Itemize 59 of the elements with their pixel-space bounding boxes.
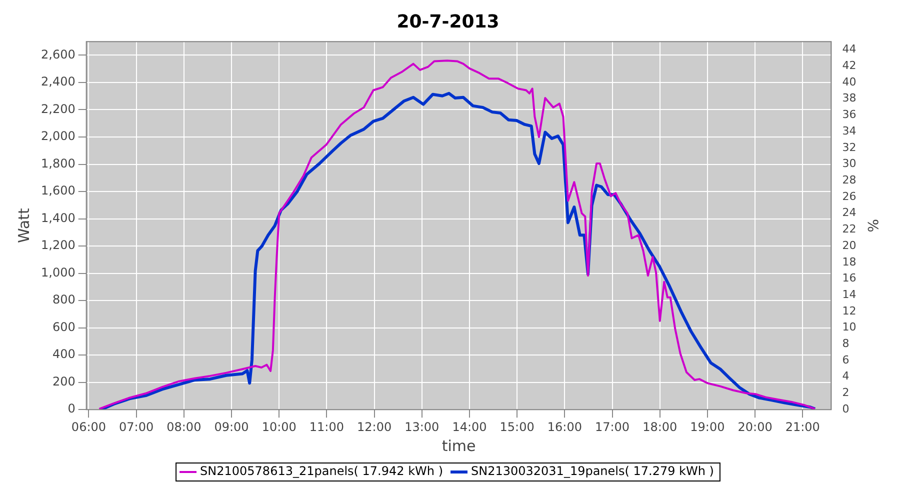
- y-tick-label: 2,400: [40, 74, 76, 89]
- y2-tick-label: 18: [842, 255, 856, 268]
- y-tick-label: 600: [52, 320, 76, 334]
- y2-tick-label: 10: [842, 320, 856, 334]
- y2-tick-label: 6: [842, 353, 850, 366]
- x-tick-label: 08:00: [166, 420, 202, 434]
- y-tick-label: 1,400: [40, 210, 76, 225]
- y2-tick-label: 22: [842, 222, 856, 236]
- x-tick-label: 17:00: [594, 420, 630, 434]
- y-tick-label: 1,000: [40, 265, 76, 280]
- x-tick-label: 15:00: [500, 420, 534, 434]
- x-tick-label: 06:00: [71, 420, 106, 434]
- y2-tick-label: 24: [842, 206, 856, 220]
- y2-tick-label: 38: [842, 92, 856, 105]
- y-tick-label: 800: [52, 292, 76, 307]
- y2-tick-label: 16: [842, 272, 856, 285]
- x-tick-label: 14:00: [452, 420, 487, 434]
- y2-tick-label: 0: [842, 402, 850, 416]
- y-tick-label: 1,800: [40, 156, 76, 170]
- y2-tick-label: 28: [842, 173, 856, 186]
- y2-tick-label: 34: [842, 124, 856, 138]
- y2-tick-label: 30: [842, 157, 856, 170]
- x-tick-label: 18:00: [642, 420, 678, 434]
- y2-tick-label: 14: [842, 288, 856, 301]
- y2-tick-label: 26: [842, 190, 856, 203]
- y-tick-label: 0: [68, 402, 76, 416]
- x-tick-label: 11:00: [309, 420, 344, 434]
- x-axis-title: time: [442, 436, 476, 455]
- x-tick-label: 16:00: [547, 420, 582, 434]
- legend-label: SN2100578613_21panels( 17.942 kWh ): [200, 464, 444, 478]
- y2-tick-label: 20: [842, 238, 856, 252]
- x-tick-label: 19:00: [690, 420, 725, 434]
- x-tick-label: 10:00: [262, 420, 296, 434]
- y2-tick-label: 12: [842, 304, 856, 318]
- y2-tick-label: 32: [842, 140, 856, 154]
- legend-label: SN2130032031_19panels( 17.279 kWh ): [471, 464, 714, 478]
- x-tick-label: 13:00: [404, 420, 440, 434]
- x-tick-label: 07:00: [119, 420, 154, 434]
- x-tick-label: 09:00: [214, 420, 249, 434]
- y-tick-label: 2,200: [40, 102, 76, 116]
- y-tick-label: 2,600: [40, 47, 76, 62]
- y2-tick-label: 42: [842, 58, 856, 72]
- y2-tick-label: 8: [842, 337, 850, 350]
- y-tick-label: 1,600: [40, 184, 76, 198]
- y2-tick-label: 44: [842, 42, 856, 56]
- y-tick-label: 400: [52, 347, 76, 362]
- y2-axis-title: %: [864, 218, 880, 232]
- y2-tick-label: 2: [842, 386, 850, 400]
- x-tick-label: 21:00: [785, 420, 820, 434]
- x-tick-label: 12:00: [357, 420, 392, 434]
- x-tick-label: 20:00: [738, 420, 772, 434]
- y-axis-title: Watt: [14, 208, 33, 244]
- y-tick-label: 1,200: [40, 238, 76, 252]
- y2-tick-label: 36: [842, 108, 856, 122]
- y2-tick-label: 40: [842, 75, 856, 88]
- y2-tick-label: 4: [842, 370, 850, 383]
- chart-title: 20-7-2013: [396, 11, 500, 32]
- y-tick-label: 2,000: [40, 129, 76, 144]
- y-tick-label: 200: [52, 374, 76, 388]
